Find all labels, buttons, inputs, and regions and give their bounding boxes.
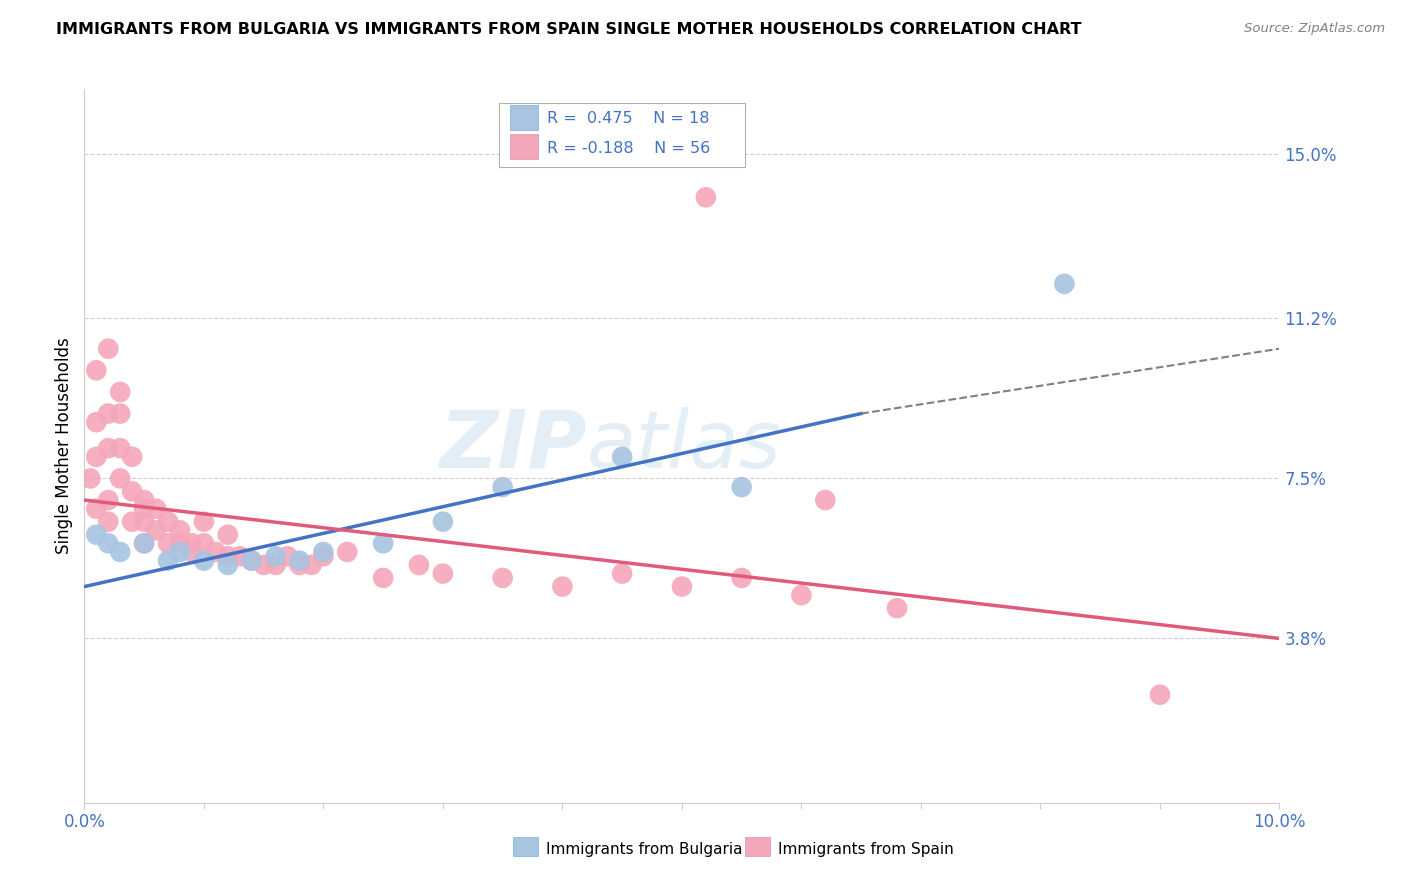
- Y-axis label: Single Mother Households: Single Mother Households: [55, 338, 73, 554]
- Point: [288, 558, 311, 572]
- Point: [240, 553, 263, 567]
- Point: [288, 553, 311, 567]
- Point: [97, 407, 120, 421]
- Point: [253, 558, 276, 572]
- Point: [132, 536, 156, 550]
- Point: [551, 580, 574, 594]
- Point: [97, 515, 120, 529]
- Point: [145, 524, 167, 538]
- Point: [408, 558, 430, 572]
- Point: [169, 524, 191, 538]
- Point: [695, 190, 717, 204]
- Point: [97, 441, 120, 455]
- Point: [145, 501, 167, 516]
- Point: [79, 471, 101, 485]
- Point: [86, 450, 108, 464]
- Point: [157, 515, 180, 529]
- Point: [301, 558, 323, 572]
- Point: [110, 384, 132, 399]
- Text: atlas: atlas: [586, 407, 782, 485]
- Point: [193, 553, 215, 567]
- Point: [492, 571, 515, 585]
- Point: [169, 536, 191, 550]
- Point: [132, 501, 156, 516]
- Point: [217, 549, 239, 564]
- Point: [612, 450, 634, 464]
- Point: [814, 493, 837, 508]
- Text: Immigrants from Bulgaria: Immigrants from Bulgaria: [546, 842, 742, 857]
- Point: [612, 566, 634, 581]
- Text: Source: ZipAtlas.com: Source: ZipAtlas.com: [1244, 22, 1385, 36]
- Point: [886, 601, 908, 615]
- Point: [373, 571, 395, 585]
- Text: R = -0.188    N = 56: R = -0.188 N = 56: [547, 141, 710, 156]
- Text: R =  0.475    N = 18: R = 0.475 N = 18: [547, 112, 710, 127]
- Text: Immigrants from Spain: Immigrants from Spain: [778, 842, 953, 857]
- Point: [731, 480, 754, 494]
- Point: [193, 515, 215, 529]
- Point: [86, 527, 108, 541]
- Point: [264, 549, 287, 564]
- Point: [277, 549, 299, 564]
- Point: [132, 493, 156, 508]
- Point: [86, 415, 108, 429]
- Point: [121, 450, 143, 464]
- Point: [336, 545, 359, 559]
- Point: [205, 545, 228, 559]
- Point: [193, 536, 215, 550]
- Point: [432, 566, 454, 581]
- Point: [110, 471, 132, 485]
- Point: [373, 536, 395, 550]
- Point: [169, 545, 191, 559]
- Point: [264, 558, 287, 572]
- Point: [97, 536, 120, 550]
- Point: [86, 501, 108, 516]
- Point: [132, 536, 156, 550]
- Point: [217, 558, 239, 572]
- Point: [181, 545, 204, 559]
- Point: [110, 441, 132, 455]
- Point: [671, 580, 693, 594]
- Point: [97, 342, 120, 356]
- Point: [157, 553, 180, 567]
- Text: IMMIGRANTS FROM BULGARIA VS IMMIGRANTS FROM SPAIN SINGLE MOTHER HOUSEHOLDS CORRE: IMMIGRANTS FROM BULGARIA VS IMMIGRANTS F…: [56, 22, 1081, 37]
- Point: [492, 480, 515, 494]
- Point: [1053, 277, 1076, 291]
- Point: [432, 515, 454, 529]
- Point: [312, 545, 335, 559]
- Point: [97, 493, 120, 508]
- Point: [86, 363, 108, 377]
- Text: ZIP: ZIP: [439, 407, 586, 485]
- Point: [240, 553, 263, 567]
- Point: [110, 545, 132, 559]
- Point: [121, 515, 143, 529]
- Point: [1149, 688, 1171, 702]
- Point: [181, 536, 204, 550]
- Point: [312, 549, 335, 564]
- Point: [217, 527, 239, 541]
- Point: [228, 549, 252, 564]
- Point: [121, 484, 143, 499]
- Point: [157, 536, 180, 550]
- Point: [790, 588, 813, 602]
- Point: [110, 407, 132, 421]
- Point: [731, 571, 754, 585]
- Point: [132, 515, 156, 529]
